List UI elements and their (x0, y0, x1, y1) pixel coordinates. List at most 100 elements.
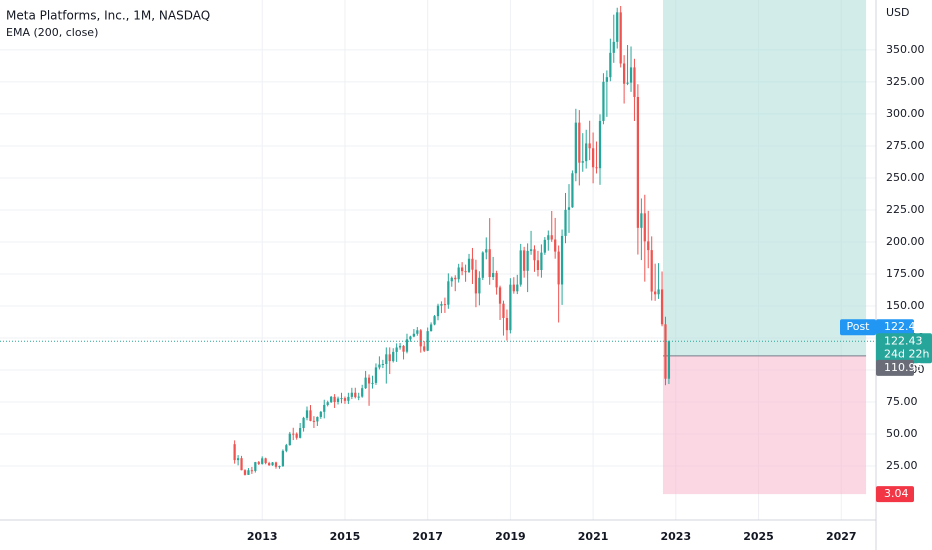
candle-body (343, 398, 347, 401)
candle-body (367, 377, 371, 384)
candle-body (429, 324, 433, 332)
candle-body (388, 354, 391, 362)
candle-body (578, 122, 581, 163)
post-tag-bg (840, 319, 876, 336)
x-tick-label: 2013 (247, 530, 278, 543)
candle-body (467, 258, 471, 273)
candle-body (374, 367, 378, 383)
candle-body (554, 239, 557, 252)
candles (0, 5, 876, 476)
candle-body (350, 392, 353, 397)
candle-body (426, 331, 429, 351)
candle-body (243, 470, 247, 475)
candle-body (416, 330, 419, 334)
candle-body (502, 303, 505, 318)
last-price: 122.43 (884, 334, 923, 347)
candle-body (267, 463, 271, 466)
candle-body (495, 273, 498, 288)
candle-body (557, 251, 560, 285)
chart-title: Meta Platforms, Inc., 1M, NASDAQ (6, 9, 210, 23)
candle-body (316, 416, 319, 422)
candle-body (567, 207, 571, 210)
countdown: 24d 22h (884, 347, 929, 360)
candle-body (361, 388, 364, 397)
x-tick-label: 2027 (826, 530, 857, 543)
candle-body (664, 324, 667, 379)
candle-body (436, 305, 440, 317)
x-tick-label: 2025 (743, 530, 774, 543)
candle-body (654, 291, 657, 295)
candle-body (340, 398, 343, 400)
candle-body (381, 364, 384, 365)
candle-body (550, 235, 553, 240)
candle-body (647, 241, 650, 251)
position-tool (662, 0, 867, 495)
x-tick-label: 2015 (330, 530, 361, 543)
candle-body (295, 433, 298, 438)
candle-body (591, 148, 595, 168)
candle-body (612, 41, 615, 53)
candle-body (523, 250, 526, 271)
candle-body (261, 458, 264, 464)
y-tick-label: 350.00 (886, 43, 925, 56)
candle-body (240, 458, 243, 471)
candle-body (257, 462, 260, 464)
candle-body (398, 345, 402, 348)
x-tick-label: 2023 (661, 530, 692, 543)
candle-body (440, 304, 443, 306)
y-tick-label: 325.00 (886, 75, 925, 88)
candle-body (292, 433, 295, 435)
candle-body (485, 249, 488, 253)
candle-body (378, 364, 381, 368)
candle-body (667, 341, 671, 379)
candle-body (492, 273, 495, 278)
candle-body (509, 284, 512, 331)
candle-body (447, 281, 450, 305)
post-tag: Post (846, 320, 870, 333)
candle-body (250, 470, 254, 472)
candle-body (540, 252, 543, 271)
candle-body (560, 235, 564, 285)
candle-body (512, 284, 515, 292)
candle-body (274, 462, 278, 467)
y-tick-label: 300.00 (886, 107, 925, 120)
candle-body (581, 161, 584, 163)
candle-body (498, 287, 502, 304)
candle-body (385, 354, 388, 364)
candle-body (326, 402, 329, 405)
candle-body (423, 346, 426, 351)
candle-body (285, 445, 288, 451)
stop-price-bg (876, 486, 914, 503)
y-tick-label: 50.00 (886, 427, 918, 440)
candle-body (633, 67, 636, 97)
profit-zone (662, 0, 867, 356)
candle-body (254, 462, 257, 471)
candle-body (333, 396, 336, 402)
post-price: 122.45 (884, 320, 923, 333)
candle-body (585, 143, 588, 162)
candle-body (336, 398, 340, 402)
candle-body (543, 239, 546, 253)
candle-body (526, 250, 529, 271)
candle-body (405, 339, 409, 352)
candle-body (264, 458, 267, 464)
candle-body (454, 277, 457, 280)
candle-body (299, 428, 302, 438)
candle-body (602, 81, 605, 121)
candle-body (371, 382, 374, 384)
currency-label: USD (886, 6, 910, 19)
candle-body (392, 351, 395, 362)
candle-body (626, 82, 629, 84)
candle-body (650, 250, 653, 292)
y-tick-label: 250.00 (886, 171, 925, 184)
candle-body (657, 289, 660, 295)
candle-body (402, 345, 405, 352)
candle-body (616, 12, 619, 42)
candle-body (529, 249, 533, 251)
y-tick-label: 150.00 (886, 299, 925, 312)
candle-body (236, 458, 240, 461)
candle-body (357, 396, 360, 398)
y-tick-label: 225.00 (886, 203, 925, 216)
candle-body (412, 333, 416, 337)
